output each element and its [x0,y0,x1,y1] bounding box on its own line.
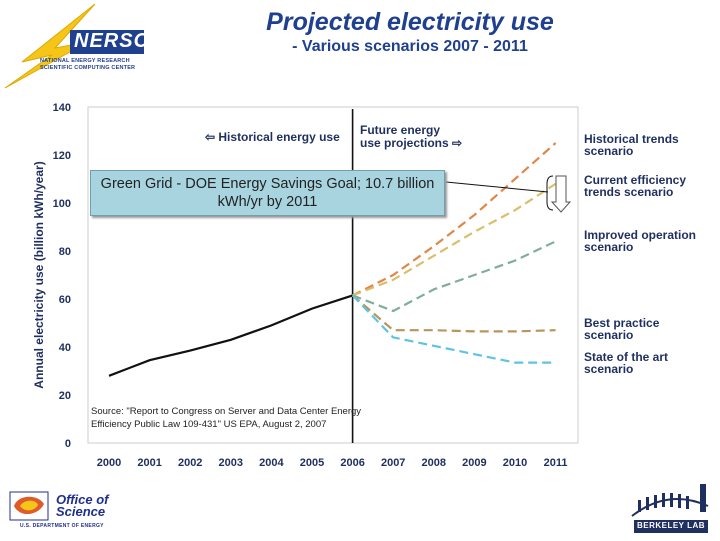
callout-pointer [445,181,549,193]
page-subtitle: - Various scenarios 2007 - 2011 [292,38,528,55]
legend-entry-current_efficiency: Current efficiency trends scenario [584,174,719,198]
page-title: Projected electricity use [266,8,554,36]
x-tick-label: 2005 [300,457,324,469]
legend-label: Historical trends [584,132,679,146]
y-axis-label: Annual electricity use (billion kWh/year… [32,161,46,388]
berkeley-lab-building-icon [631,484,709,533]
x-tick-label: 2007 [381,457,405,469]
y-tick-label: 40 [59,342,71,354]
legend-label: scenario [584,328,634,342]
legend-label: Current efficiency [584,173,687,187]
legend-entry-historical_trends: Historical trends scenario [584,133,719,157]
x-tick-label: 2008 [422,457,446,469]
doe-line2: Science [56,504,106,519]
callout-bracket [546,175,554,211]
nersc-logo: NERSC NATIONAL ENERGY RESEARCH SCIENTIFI… [0,0,170,89]
legend-label: scenario [584,144,634,158]
series-line-historical [108,294,353,377]
legend-entry-improved_operation: Improved operation scenario [584,229,719,253]
berkeley-lab-logo: BERKELEY LAB [628,470,714,536]
source-note: Source: "Report to Congress on Server an… [91,406,362,430]
series-line-improved_operation [352,240,557,313]
x-tick-label: 2004 [259,457,284,469]
future-annotation: Future energy use projections ⇨ [360,124,462,150]
legend-label: trends scenario [584,185,674,199]
x-tick-label: 2006 [340,457,364,469]
series-line-historical_trends [352,142,557,297]
legend-label: State of the art [584,350,669,364]
doe-text: Office of Science [56,492,109,519]
y-tick-label: 100 [53,198,71,210]
nersc-mark: NERSC [74,30,150,52]
nersc-tagline-1: NATIONAL ENERGY RESEARCH [40,58,130,64]
doe-sub: U.S. DEPARTMENT OF ENERGY [20,523,104,529]
legend-entry-best_practice: Best practice scenario [584,317,719,341]
goal-callout: Green Grid - DOE Energy Savings Goal; 10… [90,170,445,216]
y-tick-label: 0 [65,438,71,450]
doe-line1: Office of [56,492,109,507]
plot-frame [87,106,579,444]
doe-office-of-science-logo: Office of Science U.S. DEPARTMENT OF ENE… [8,490,128,534]
legend-label: Improved operation [584,228,697,242]
x-tick-label: 2011 [544,457,568,469]
legend-label: Best practice [584,316,660,330]
x-tick-label: 2010 [503,457,527,469]
doe-swirl-icon [9,491,49,521]
historical-annotation: ⇦ Historical energy use [205,130,340,144]
x-tick-label: 2002 [178,457,202,469]
nersc-tagline-2: SCIENTIFIC COMPUTING CENTER [40,65,136,71]
legend-entry-state_of_the_art: State of the art scenario [584,351,719,375]
y-tick-label: 80 [59,246,71,258]
y-tick-label: 60 [59,294,71,306]
berkeley-lab-text: BERKELEY LAB [636,521,706,530]
y-tick-label: 120 [53,150,71,162]
series-line-state_of_the_art [351,294,556,364]
x-tick-label: 2003 [219,457,243,469]
electricity-chart: 0 20 40 60 80 100 120 140 2000 2001 2002 2003 2004 20… [32,102,579,469]
nersc-tagline: NATIONAL ENERGY RESEARCH SCIENTIFIC COMP… [40,58,135,72]
x-tick-label: 2009 [462,457,486,469]
x-tick-label: 2000 [97,457,121,469]
y-tick-label: 20 [59,390,71,402]
nersc-lightning-icon [4,3,144,89]
series-line-current_efficiency [352,182,557,297]
x-tick-label: 2001 [137,457,161,469]
future-annotation-line1: Future energy [360,123,441,137]
future-annotation-line2: use projections ⇨ [360,136,463,150]
legend-label: scenario [584,240,634,254]
legend-label: scenario [584,362,634,376]
title-block: Projected electricity use - Various scen… [180,8,640,56]
down-arrow-icon [550,175,572,213]
series-line-best_practice [351,294,556,333]
y-tick-label: 140 [53,102,71,114]
